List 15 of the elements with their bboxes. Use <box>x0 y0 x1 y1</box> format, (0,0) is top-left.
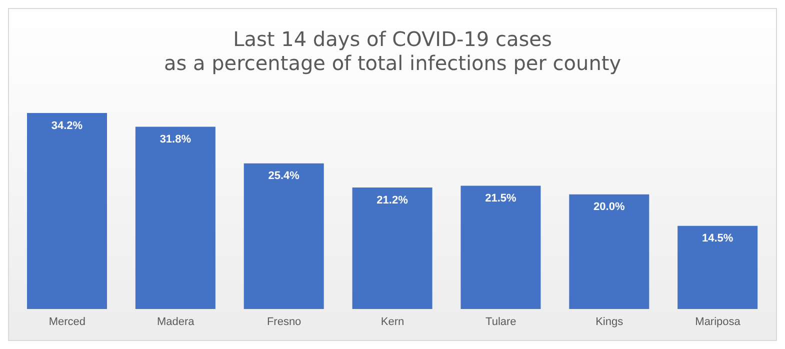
data-label: 21.5% <box>485 192 517 205</box>
data-label: 20.0% <box>594 201 625 214</box>
x-tick-label: Kings <box>596 316 624 328</box>
x-tick-label: Merced <box>48 316 86 328</box>
x-tick-label: Madera <box>156 316 196 328</box>
x-tick-label: Mariposa <box>695 316 742 328</box>
data-label: 14.5% <box>702 232 734 245</box>
data-label: 31.8% <box>160 134 192 146</box>
x-tick-label: Kern <box>380 316 404 328</box>
data-label: 25.4% <box>268 170 300 182</box>
x-tick-label: Fresno <box>266 316 302 328</box>
data-label: 34.2% <box>51 120 83 132</box>
chart-title: Last 14 days of COVID-19 cases as a percentage of total infections per county <box>162 27 622 75</box>
data-label: 21.2% <box>376 194 408 206</box>
x-tick-label: Tulare <box>486 316 516 328</box>
